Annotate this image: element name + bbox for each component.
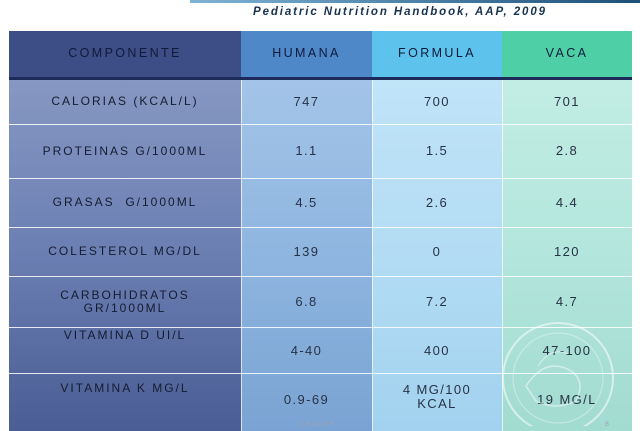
row-divider <box>9 276 632 277</box>
header-divider <box>9 77 632 80</box>
source-citation: Pediatric Nutrition Handbook, AAP, 2009 <box>253 6 547 18</box>
row-proteinas-label: PROTEINAS G/1000ML <box>42 143 208 158</box>
column-divider <box>372 80 373 431</box>
row-grasas-vaca: 4.4 <box>555 194 579 210</box>
row-divider <box>9 178 632 179</box>
row-colesterol-label: COLESTEROL MG/DL <box>48 244 202 259</box>
row-divider <box>9 373 632 374</box>
row-proteinas-vaca: 2.8 <box>555 143 579 159</box>
header-vaca: VACA <box>545 46 589 61</box>
row-calorias-label: CALORIAS (KCAL/L) <box>51 94 199 109</box>
column-humana-bg <box>241 31 372 431</box>
page-number: 8 <box>605 421 609 428</box>
row-colesterol-vaca: 120 <box>554 243 580 259</box>
row-vitamina-k-vaca: 19 MG/L <box>537 391 597 407</box>
column-componente-bg <box>9 31 241 431</box>
column-divider <box>241 80 242 431</box>
header-formula: FORMULA <box>398 46 476 61</box>
header-componente: COMPONENTE <box>68 46 182 61</box>
row-calorias-vaca: 701 <box>554 93 580 109</box>
column-vaca-bg <box>502 31 632 431</box>
header-formula-bg <box>372 31 502 77</box>
row-divider <box>9 124 632 125</box>
top-bar <box>0 0 640 8</box>
row-vitamina-d-label: VITAMINA D UI/L <box>63 328 187 343</box>
row-colesterol-formula: 0 <box>432 243 442 259</box>
row-carbohidratos-formula: 7.2 <box>425 293 449 309</box>
row-proteinas-humana: 1.1 <box>295 143 318 159</box>
row-carbohidratos-humana: 6.8 <box>295 293 318 309</box>
row-vitamina-k-label: VITAMINA K MG/L <box>60 381 190 396</box>
row-divider <box>9 227 632 228</box>
row-calorias-humana: 747 <box>293 93 320 109</box>
header-componente-bg <box>9 31 241 77</box>
row-calorias-formula: 700 <box>424 93 450 109</box>
row-vitamina-d-vaca: 47-100 <box>542 342 592 358</box>
row-carbohidratos-vaca: 4.7 <box>555 293 579 309</box>
row-carbohidratos-label: CARBOHIDRATOS GR/1000ML <box>60 287 190 315</box>
row-vitamina-k-humana: 0.9-69 <box>283 391 330 407</box>
header-vaca-bg <box>502 31 632 77</box>
column-formula-bg <box>372 31 502 431</box>
row-vitamina-d-formula: 400 <box>424 342 450 358</box>
row-proteinas-formula: 1.5 <box>425 143 449 159</box>
footer-text: CBALMP <box>300 421 335 428</box>
row-divider <box>9 327 632 328</box>
row-colesterol-humana: 139 <box>293 243 320 259</box>
header-humana-bg <box>241 31 372 77</box>
header-humana: HUMANA <box>272 46 341 61</box>
watermark-seal-icon <box>502 322 614 426</box>
row-grasas-formula: 2.6 <box>425 194 449 210</box>
row-vitamina-k-formula: 4 MG/100 KCAL <box>402 381 472 411</box>
nutrition-comparison-table: COMPONENTE HUMANA FORMULA VACA CALORIAS … <box>9 31 632 431</box>
column-divider <box>502 80 503 431</box>
top-accent-line <box>190 0 640 3</box>
row-grasas-humana: 4.5 <box>295 194 318 210</box>
row-vitamina-d-humana: 4-40 <box>290 342 323 358</box>
row-grasas-label: GRASAS G/1000ML <box>52 195 198 210</box>
